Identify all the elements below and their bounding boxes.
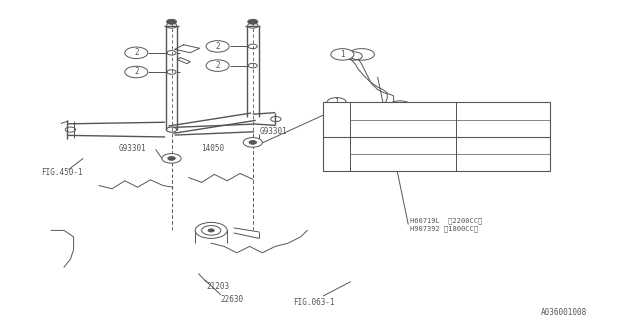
FancyBboxPatch shape <box>382 103 392 110</box>
Circle shape <box>206 41 229 52</box>
Text: 2: 2 <box>134 68 139 76</box>
Circle shape <box>243 138 262 147</box>
Text: FIG.450-1: FIG.450-1 <box>42 168 83 177</box>
Circle shape <box>208 229 214 232</box>
Text: 22630: 22630 <box>221 295 244 304</box>
Circle shape <box>327 132 346 141</box>
Text: F91414: F91414 <box>354 108 380 114</box>
Circle shape <box>125 66 148 78</box>
Text: (      -9606): ( -9606) <box>459 142 514 149</box>
Text: FIG.063-1: FIG.063-1 <box>293 298 335 307</box>
Circle shape <box>327 98 346 107</box>
Text: 21203: 21203 <box>207 282 230 291</box>
Circle shape <box>162 154 181 163</box>
Text: 2: 2 <box>334 132 339 141</box>
Text: (9607-      ): (9607- ) <box>459 159 514 166</box>
Text: 2: 2 <box>134 48 139 57</box>
Circle shape <box>206 60 229 71</box>
Text: G93301: G93301 <box>259 127 287 136</box>
Circle shape <box>125 47 148 59</box>
Circle shape <box>168 156 175 160</box>
Circle shape <box>248 19 258 24</box>
Text: G93301: G93301 <box>118 144 146 153</box>
Text: 1: 1 <box>397 102 403 111</box>
Text: 1: 1 <box>334 98 339 107</box>
Text: 2: 2 <box>215 42 220 51</box>
Text: 092313102(2 ): 092313102(2 ) <box>354 125 409 132</box>
Text: (9305-      ): (9305- ) <box>459 125 514 132</box>
Text: 14050: 14050 <box>202 144 225 153</box>
Circle shape <box>388 101 412 112</box>
Circle shape <box>166 19 177 24</box>
Text: H907392 〈1800CC〉: H907392 〈1800CC〉 <box>410 226 477 232</box>
Text: A70692: A70692 <box>354 142 380 148</box>
Text: A036001008: A036001008 <box>541 308 587 317</box>
Text: H60719L  〈2200CC〉: H60719L 〈2200CC〉 <box>410 217 482 224</box>
Bar <box>323 102 550 171</box>
Text: 2: 2 <box>215 61 220 70</box>
Text: (      -9304): ( -9304) <box>459 108 514 114</box>
Text: 1: 1 <box>340 50 345 59</box>
Circle shape <box>331 49 354 60</box>
Circle shape <box>249 140 257 144</box>
Text: A20682: A20682 <box>354 160 380 165</box>
